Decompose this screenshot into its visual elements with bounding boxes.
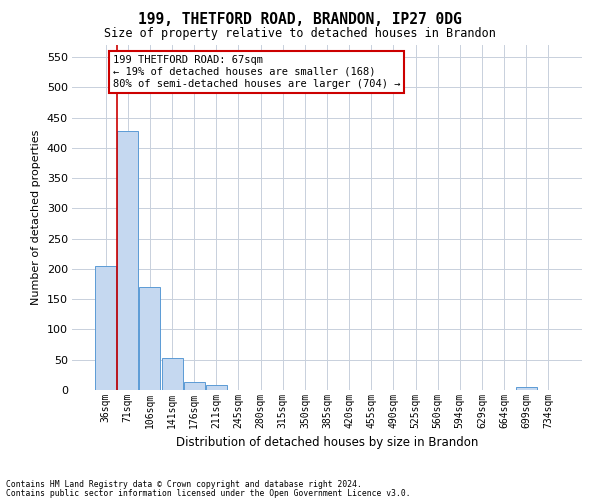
Text: Contains public sector information licensed under the Open Government Licence v3: Contains public sector information licen… bbox=[6, 488, 410, 498]
Bar bbox=[184, 382, 205, 390]
Bar bbox=[139, 287, 160, 390]
Text: Contains HM Land Registry data © Crown copyright and database right 2024.: Contains HM Land Registry data © Crown c… bbox=[6, 480, 362, 489]
Y-axis label: Number of detached properties: Number of detached properties bbox=[31, 130, 41, 305]
Text: 199 THETFORD ROAD: 67sqm
← 19% of detached houses are smaller (168)
80% of semi-: 199 THETFORD ROAD: 67sqm ← 19% of detach… bbox=[113, 56, 400, 88]
Bar bbox=[161, 358, 182, 390]
Bar bbox=[515, 387, 536, 390]
Text: Size of property relative to detached houses in Brandon: Size of property relative to detached ho… bbox=[104, 28, 496, 40]
Bar bbox=[95, 266, 116, 390]
Text: 199, THETFORD ROAD, BRANDON, IP27 0DG: 199, THETFORD ROAD, BRANDON, IP27 0DG bbox=[138, 12, 462, 28]
Bar bbox=[118, 131, 139, 390]
Bar bbox=[206, 384, 227, 390]
X-axis label: Distribution of detached houses by size in Brandon: Distribution of detached houses by size … bbox=[176, 436, 478, 450]
